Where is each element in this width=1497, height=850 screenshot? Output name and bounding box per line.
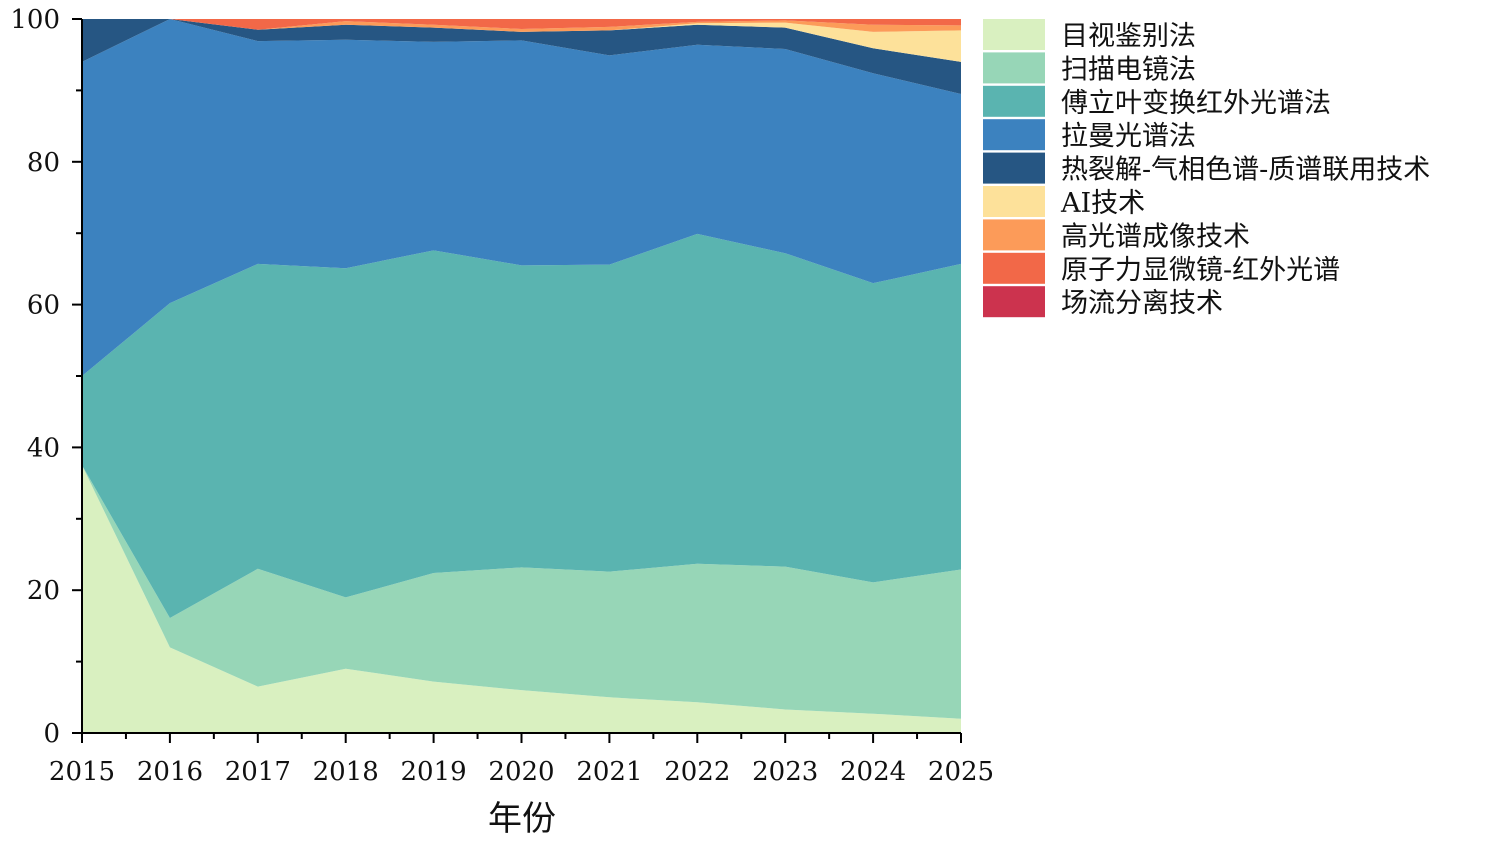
legend-label: 目视鉴别法 <box>1061 21 1196 52</box>
x-tick-label: 2021 <box>576 757 642 787</box>
legend-label: 高光谱成像技术 <box>1061 221 1250 252</box>
area-series-2 <box>82 233 961 619</box>
legend-swatch <box>983 119 1045 151</box>
x-tick-label: 2015 <box>49 757 115 787</box>
area-series-3 <box>82 19 961 376</box>
legend-label: 热裂解-气相色谱-质谱联用技术 <box>1061 155 1430 186</box>
area-series-4 <box>82 19 961 94</box>
legend-swatch <box>983 19 1045 50</box>
x-tick-label: 2025 <box>928 757 994 787</box>
x-tick-label: 2018 <box>313 757 379 787</box>
y-tick-label: 20 <box>27 576 60 606</box>
y-tick-label: 80 <box>27 148 60 178</box>
legend-swatch <box>983 252 1045 284</box>
y-tick-label: 40 <box>27 433 60 463</box>
x-axis-title: 年份 <box>488 799 556 839</box>
x-tick-label: 2024 <box>840 757 906 787</box>
area-series-1 <box>82 465 961 719</box>
x-tick-label: 2019 <box>401 757 467 787</box>
legend-label: 傅立叶变换红外光谱法 <box>1061 88 1331 119</box>
area-series-7 <box>82 19 961 30</box>
x-tick-label: 2022 <box>664 757 730 787</box>
legend-swatch <box>983 186 1045 217</box>
areas-layer <box>82 19 961 733</box>
area-series-0 <box>82 465 961 733</box>
legend: 目视鉴别法扫描电镜法傅立叶变换红外光谱法拉曼光谱法热裂解-气相色谱-质谱联用技术… <box>983 19 1430 319</box>
x-tick-label: 2020 <box>488 757 554 787</box>
legend-label: 场流分离技术 <box>1061 288 1223 319</box>
legend-label: 原子力显微镜-红外光谱 <box>1061 255 1340 286</box>
y-tick-label: 100 <box>10 5 60 35</box>
legend-swatch <box>983 286 1045 318</box>
legend-swatch <box>983 219 1045 251</box>
legend-label: AI技术 <box>1060 188 1145 219</box>
x-tick-label: 2016 <box>137 757 203 787</box>
legend-swatch <box>983 52 1045 84</box>
axes-layer: 0 20 40 60 80 100 2015 2016 2017 2018 2019 2020 2021… <box>10 5 994 787</box>
legend-swatch <box>983 152 1045 184</box>
x-tick-label: 2017 <box>225 757 291 787</box>
x-tick-label: 2023 <box>752 757 818 787</box>
legend-label: 扫描电镜法 <box>1061 54 1196 85</box>
y-tick-label: 0 <box>43 719 60 749</box>
area-series-6 <box>82 19 961 32</box>
legend-label: 拉曼光谱法 <box>1061 121 1196 152</box>
legend-swatch <box>983 85 1045 117</box>
y-tick-label: 60 <box>27 291 60 321</box>
